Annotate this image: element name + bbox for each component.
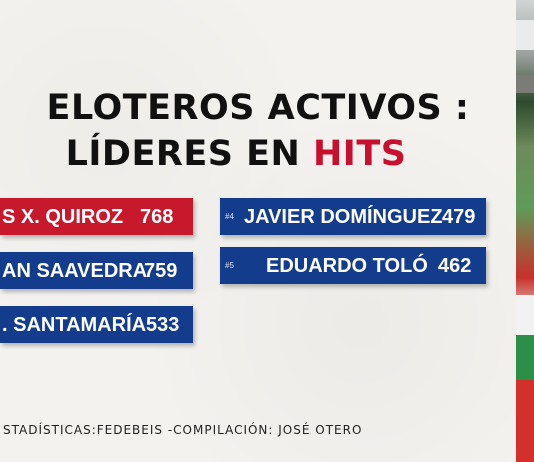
leader-bar-1: S X. QUIROZ 768 [0, 198, 193, 235]
headline-line-1: ELOTEROS ACTIVOS : [46, 88, 470, 128]
headline-line-2: LÍDERES EN HITS [65, 134, 407, 174]
leader-bar-2: AN SAAVEDRA 759 [0, 252, 193, 289]
leader-name: AN SAAVEDRA [2, 260, 148, 282]
leader-hits: 768 [140, 206, 174, 228]
leader-bar-3: . SANTAMARÍA 533 [0, 306, 193, 343]
leader-hits: 759 [144, 260, 178, 282]
leader-name: S X. QUIROZ [2, 206, 124, 228]
leader-rank: #4 [225, 212, 234, 221]
leader-name: EDUARDO TOLÓ [266, 255, 428, 277]
leader-name: . SANTAMARÍA [2, 314, 147, 336]
leader-bar-4: #4 JAVIER DOMÍNGUEZ 479 [220, 198, 486, 235]
leader-bar-5: #5 EDUARDO TOLÓ 462 [220, 247, 486, 284]
leader-hits: 462 [438, 255, 472, 277]
leader-rank: #5 [225, 261, 234, 270]
player-photo-strip [516, 0, 534, 462]
leader-name: JAVIER DOMÍNGUEZ [244, 206, 443, 228]
leader-hits: 533 [146, 314, 180, 336]
headline-highlight: HITS [313, 134, 407, 174]
leader-hits: 479 [442, 206, 476, 228]
